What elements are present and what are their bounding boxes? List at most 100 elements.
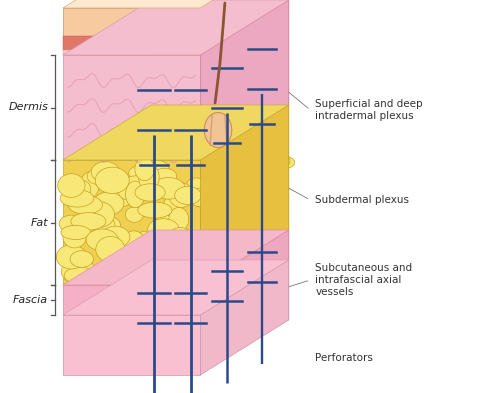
Polygon shape — [151, 260, 289, 320]
Ellipse shape — [222, 162, 245, 176]
Ellipse shape — [116, 243, 137, 264]
Ellipse shape — [144, 160, 169, 178]
Ellipse shape — [169, 228, 192, 246]
Ellipse shape — [265, 140, 280, 154]
Ellipse shape — [174, 186, 201, 204]
Ellipse shape — [217, 168, 238, 182]
Ellipse shape — [204, 112, 232, 147]
Ellipse shape — [251, 117, 270, 138]
Polygon shape — [63, 50, 200, 55]
Ellipse shape — [101, 226, 130, 248]
Ellipse shape — [169, 208, 189, 231]
Ellipse shape — [157, 258, 181, 274]
Ellipse shape — [218, 194, 234, 214]
Text: Dermis: Dermis — [8, 103, 48, 112]
Ellipse shape — [186, 107, 203, 119]
Ellipse shape — [164, 228, 188, 243]
Ellipse shape — [60, 190, 94, 207]
Ellipse shape — [125, 181, 145, 208]
Ellipse shape — [272, 152, 290, 169]
Polygon shape — [63, 36, 200, 50]
Text: Subcutaneous and
intrafascial axial
vessels: Subcutaneous and intrafascial axial vess… — [315, 263, 413, 297]
Ellipse shape — [138, 202, 172, 218]
Ellipse shape — [164, 196, 178, 214]
Ellipse shape — [270, 156, 295, 169]
Polygon shape — [200, 105, 289, 285]
Ellipse shape — [235, 134, 262, 153]
Ellipse shape — [68, 196, 102, 214]
Ellipse shape — [95, 216, 121, 234]
Ellipse shape — [188, 123, 207, 134]
Polygon shape — [200, 230, 289, 315]
Ellipse shape — [125, 207, 144, 222]
Ellipse shape — [91, 162, 120, 182]
Text: Perforators: Perforators — [315, 353, 373, 363]
Ellipse shape — [72, 180, 91, 198]
Ellipse shape — [256, 190, 281, 205]
Ellipse shape — [93, 192, 124, 215]
Polygon shape — [63, 0, 289, 8]
Ellipse shape — [80, 172, 99, 198]
Text: Superficial and deep
intradermal plexus: Superficial and deep intradermal plexus — [315, 99, 423, 121]
Text: Subdermal plexus: Subdermal plexus — [315, 195, 409, 205]
Polygon shape — [63, 260, 289, 315]
Ellipse shape — [120, 176, 155, 200]
Ellipse shape — [95, 167, 129, 193]
Ellipse shape — [143, 253, 176, 278]
Ellipse shape — [244, 103, 266, 122]
Ellipse shape — [135, 157, 154, 181]
Ellipse shape — [170, 243, 198, 269]
Ellipse shape — [64, 267, 96, 284]
Ellipse shape — [91, 230, 114, 251]
Polygon shape — [63, 105, 289, 160]
Ellipse shape — [70, 251, 94, 267]
Ellipse shape — [135, 231, 153, 259]
Polygon shape — [200, 260, 289, 375]
Ellipse shape — [61, 259, 96, 284]
Ellipse shape — [134, 174, 157, 193]
Ellipse shape — [87, 168, 110, 185]
Ellipse shape — [93, 169, 122, 189]
Ellipse shape — [122, 231, 146, 259]
Ellipse shape — [222, 205, 243, 222]
Polygon shape — [63, 8, 200, 55]
Ellipse shape — [71, 213, 106, 230]
Ellipse shape — [152, 178, 185, 199]
Polygon shape — [200, 0, 289, 55]
Ellipse shape — [95, 215, 115, 240]
Polygon shape — [63, 285, 200, 315]
Polygon shape — [151, 0, 289, 105]
Polygon shape — [63, 160, 200, 285]
Ellipse shape — [166, 109, 189, 131]
Ellipse shape — [191, 191, 205, 207]
Polygon shape — [63, 55, 200, 160]
Ellipse shape — [142, 239, 164, 263]
Ellipse shape — [119, 184, 147, 201]
Ellipse shape — [139, 164, 159, 191]
Ellipse shape — [56, 245, 87, 269]
Polygon shape — [63, 0, 289, 55]
Polygon shape — [63, 230, 289, 285]
Polygon shape — [151, 230, 289, 260]
Ellipse shape — [212, 126, 228, 145]
Ellipse shape — [162, 183, 183, 199]
Ellipse shape — [155, 215, 173, 231]
Ellipse shape — [61, 225, 91, 239]
Ellipse shape — [192, 187, 210, 207]
Text: Fat: Fat — [30, 217, 48, 228]
Polygon shape — [200, 0, 289, 160]
Ellipse shape — [82, 202, 115, 228]
Ellipse shape — [152, 168, 176, 184]
Ellipse shape — [171, 252, 199, 279]
Ellipse shape — [187, 178, 206, 189]
Ellipse shape — [58, 174, 85, 197]
Ellipse shape — [201, 152, 223, 168]
Text: Fascia: Fascia — [13, 295, 48, 305]
Ellipse shape — [135, 184, 165, 201]
Ellipse shape — [227, 171, 251, 187]
Ellipse shape — [102, 188, 134, 207]
Polygon shape — [151, 105, 289, 230]
Ellipse shape — [129, 165, 157, 181]
Ellipse shape — [147, 219, 179, 240]
Ellipse shape — [86, 229, 118, 251]
